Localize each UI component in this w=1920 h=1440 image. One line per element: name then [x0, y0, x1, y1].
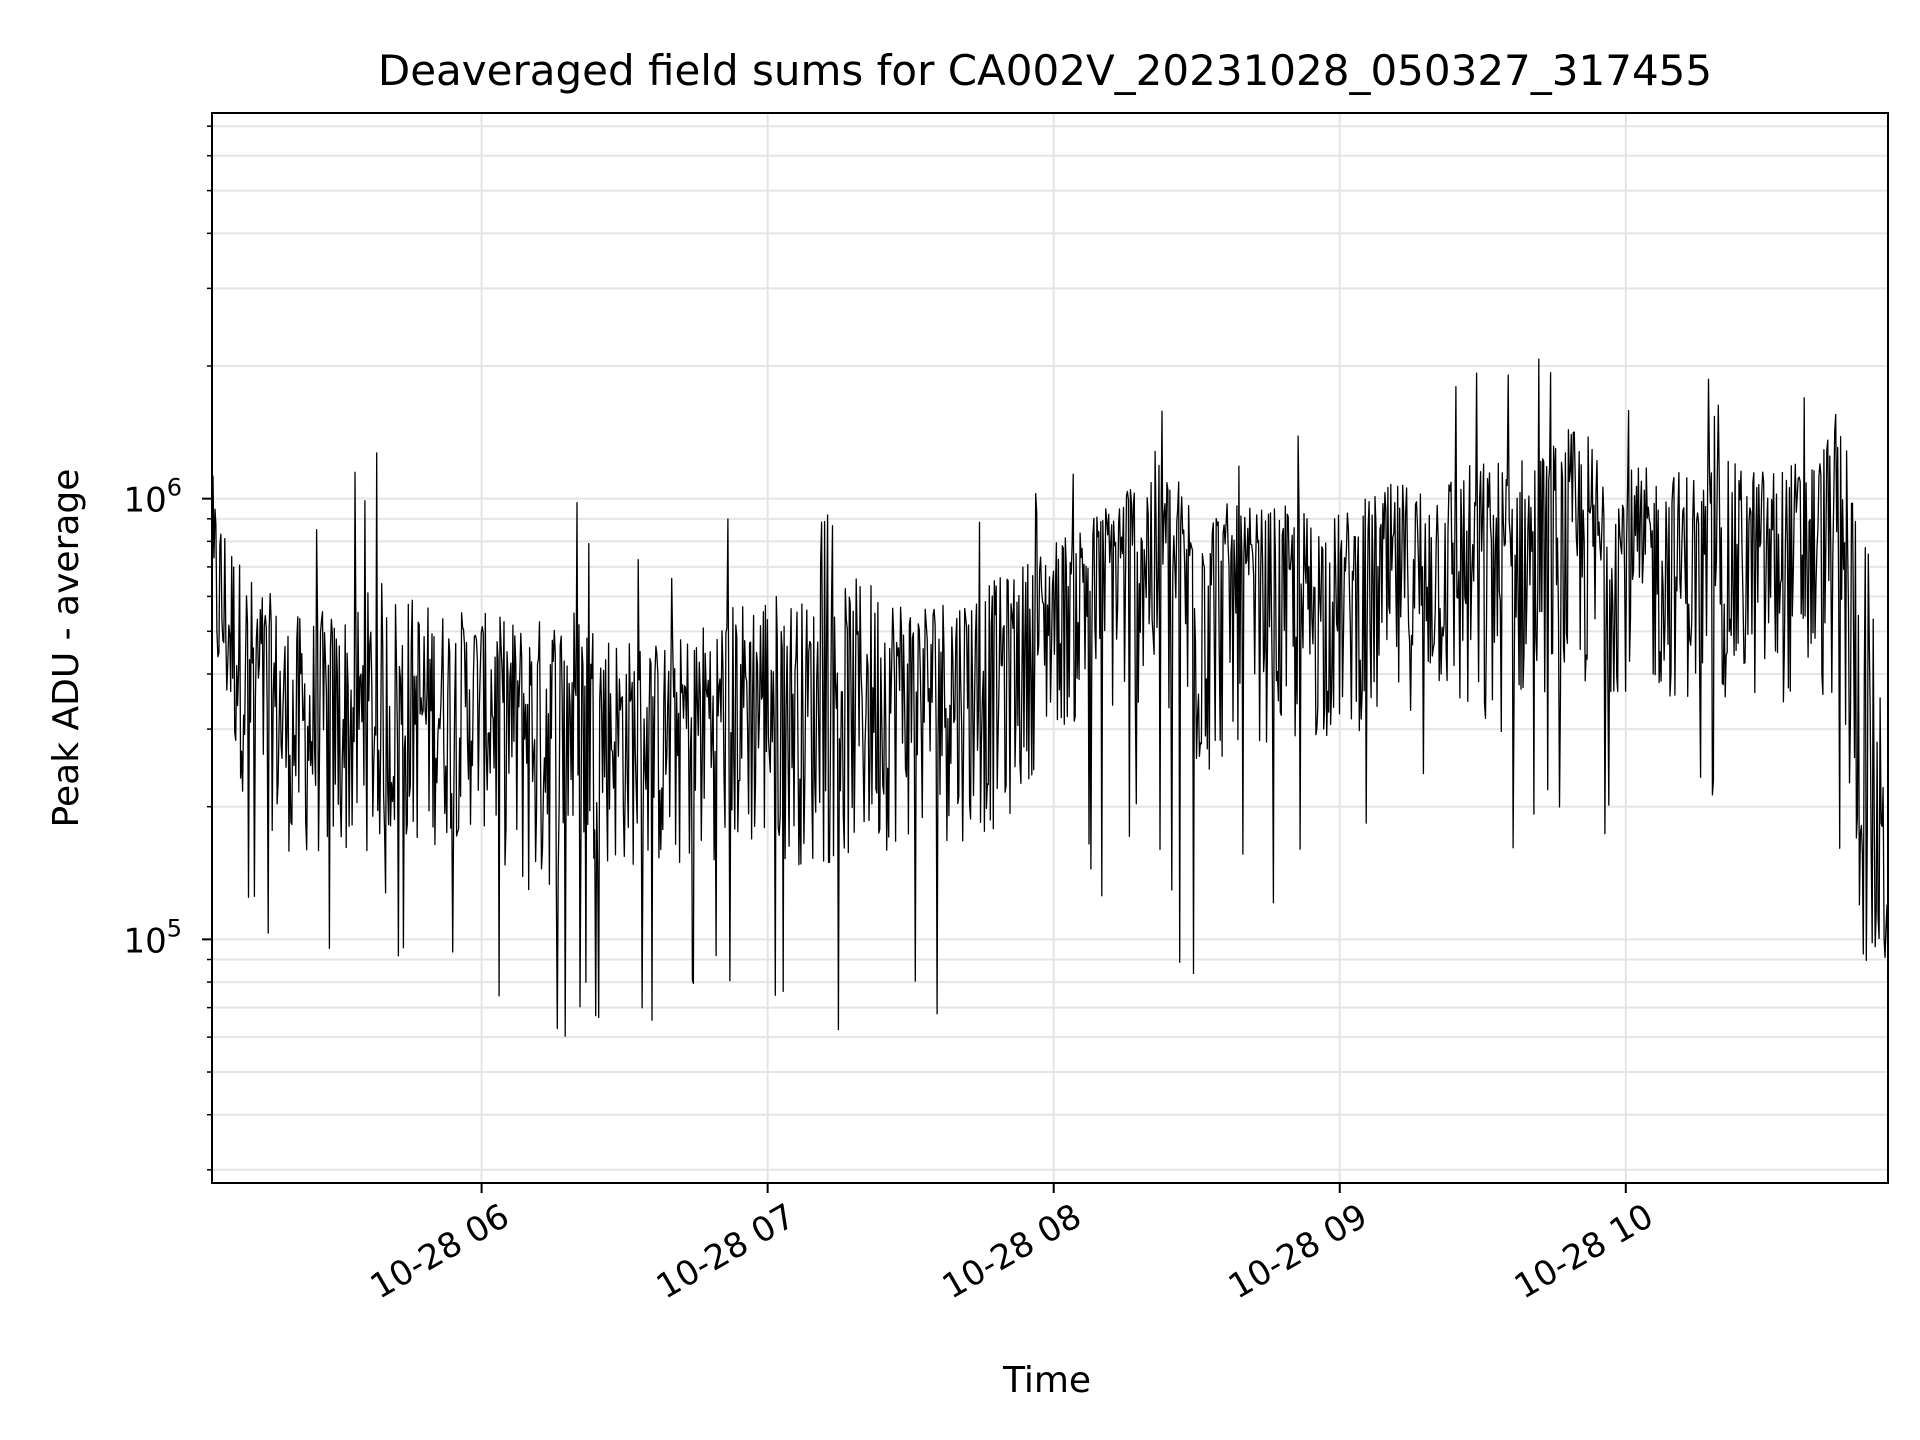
chart-title: Deaveraged field sums for CA002V_2023102… [378, 46, 1712, 95]
x-axis-label: Time [1002, 1360, 1091, 1401]
y-tick-label: 105 [123, 914, 182, 961]
y-axis-label: Peak ADU - average [46, 469, 87, 828]
y-axis-ticks: 105 106 [123, 125, 212, 1171]
plot-area-frame [211, 112, 1889, 1184]
y-tick-label: 106 [123, 474, 182, 521]
series-line [211, 358, 1889, 1037]
data-series [211, 358, 1889, 1037]
